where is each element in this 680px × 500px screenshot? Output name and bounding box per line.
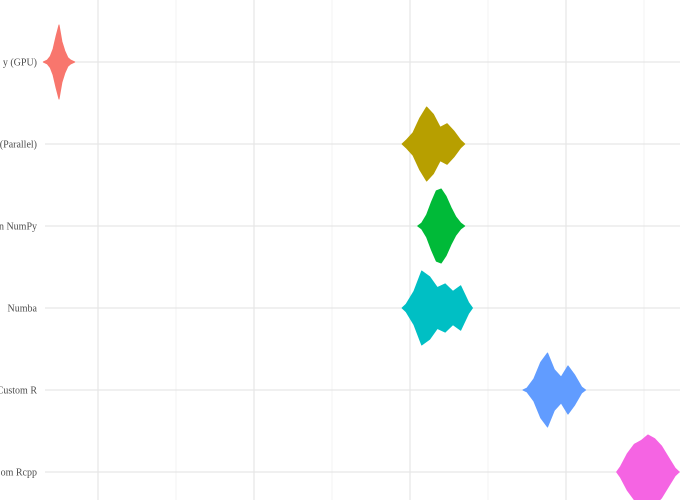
violin-3	[401, 270, 473, 346]
category-label: (Parallel)	[0, 140, 37, 151]
violin-4	[522, 352, 587, 428]
category-label: n NumPy	[0, 222, 37, 233]
category-labels: y (GPU) (Parallel) n NumPy Numba Custom R om …	[0, 58, 38, 479]
violin-5	[616, 434, 680, 500]
category-label: om Rcpp	[1, 468, 37, 479]
violin-0	[42, 24, 76, 100]
grid-lines	[45, 0, 680, 500]
category-label: y (GPU)	[3, 58, 37, 69]
category-label: Custom R	[0, 386, 37, 397]
violins	[42, 24, 680, 500]
violin-2	[417, 188, 466, 264]
category-label: Numba	[8, 304, 38, 315]
violin-1	[401, 106, 466, 182]
